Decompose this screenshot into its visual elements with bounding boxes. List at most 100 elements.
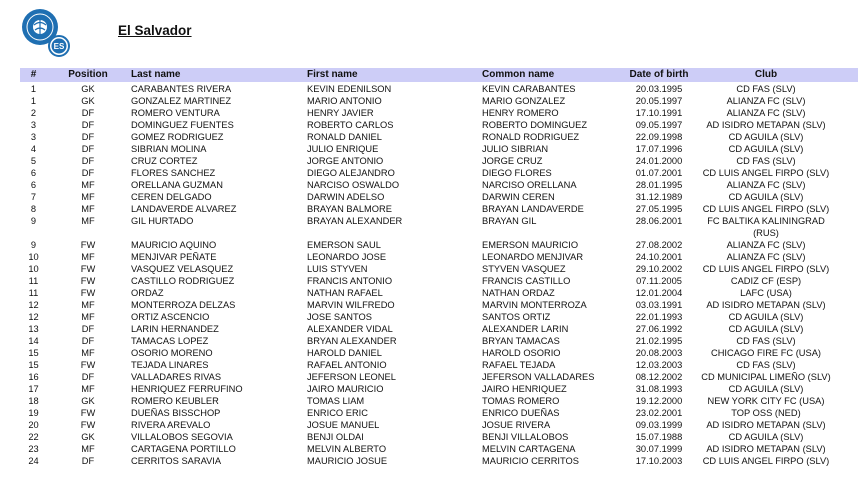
cell-common-name: JOSUE RIVERA [482, 420, 551, 430]
table-row: 3 DF GOMEZ RODRIGUEZ RONALD DANIEL RONALD RO… [20, 131, 834, 143]
cell-position: DF [81, 156, 95, 166]
cell-number: 11 [28, 276, 39, 286]
cell-common-name: ENRICO DUEÑAS [482, 408, 560, 418]
cell-last-name: TEJADA LINARES [131, 360, 209, 370]
cell-last-name: LANDAVERDE ALVAREZ [131, 204, 237, 214]
cell-date-of-birth: 23.02.2001 [635, 408, 683, 418]
cell-date-of-birth: 19.12.2000 [635, 396, 683, 406]
cell-last-name: TAMACAS LOPEZ [131, 336, 209, 346]
cell-last-name: OSORIO MORENO [131, 348, 213, 358]
cell-common-name: HAROLD OSORIO [482, 348, 561, 358]
table-body: 1 GK CARABANTES RIVERA KEVIN EDENILSON KEVIN… [20, 82, 834, 467]
cell-club: CD AGUILA (SLV) [728, 312, 804, 322]
cell-date-of-birth: 01.07.2001 [635, 168, 683, 178]
cell-club: ALIANZA FC (SLV) [726, 108, 806, 118]
cell-number: 14 [28, 336, 39, 346]
cell-number: 9 [30, 240, 37, 250]
cell-club: ALIANZA FC (SLV) [726, 252, 806, 262]
cell-club: CD LUIS ANGEL FIRPO (SLV) [702, 168, 830, 178]
cell-club: CHICAGO FIRE FC (USA) [710, 348, 821, 358]
cell-club: AD ISIDRO METAPAN (SLV) [706, 300, 826, 310]
cell-number: 24 [28, 456, 39, 466]
cell-date-of-birth: 27.08.2002 [635, 240, 683, 250]
table-row: 3 DF DOMINGUEZ FUENTES ROBERTO CARLOS ROBERT… [20, 119, 834, 131]
cell-first-name: JOSUE MANUEL [307, 420, 380, 430]
cell-date-of-birth: 20.08.2003 [635, 348, 683, 358]
cell-first-name: JOSE SANTOS [307, 312, 372, 322]
cell-first-name: MARIO ANTONIO [307, 96, 382, 106]
cell-position: FW [80, 420, 96, 430]
cell-common-name: MELVIN CARTAGENA [482, 444, 576, 454]
cell-number: 18 [28, 396, 39, 406]
cell-club: CD LUIS ANGEL FIRPO (SLV) [702, 204, 830, 214]
cell-club: AD ISIDRO METAPAN (SLV) [706, 420, 826, 430]
table-row: 17 MF HENRIQUEZ FERRUFINO JAIRO MAURICIO JAI… [20, 383, 834, 395]
cell-date-of-birth: 17.07.1996 [635, 144, 683, 154]
table-row: 12 MF MONTERROZA DELZAS MARVIN WILFREDO MARV… [20, 299, 834, 311]
cell-position: GK [81, 432, 95, 442]
cell-position: MF [81, 216, 95, 226]
cell-first-name: KEVIN EDENILSON [307, 84, 392, 94]
cell-date-of-birth: 20.05.1997 [635, 96, 683, 106]
cell-position: DF [81, 120, 95, 130]
cell-date-of-birth: 17.10.2003 [635, 456, 683, 466]
cell-position: MF [81, 300, 95, 310]
cell-position: MF [81, 312, 95, 322]
cell-number: 4 [30, 144, 37, 154]
squad-table: # Position Last name First name Common n… [20, 68, 834, 467]
cell-first-name: ENRICO ERIC [307, 408, 368, 418]
column-header-number: # [30, 69, 37, 80]
cell-position: DF [81, 168, 95, 178]
cell-first-name: JORGE ANTONIO [307, 156, 384, 166]
column-header-club: Club [754, 69, 778, 80]
cell-last-name: RIVERA AREVALO [131, 420, 211, 430]
cell-first-name: RONALD DANIEL [307, 132, 382, 142]
cell-last-name: DOMINGUEZ FUENTES [131, 120, 234, 130]
cell-number: 13 [28, 324, 39, 334]
cell-common-name: STYVEN VASQUEZ [482, 264, 566, 274]
cell-date-of-birth: 29.10.2002 [635, 264, 683, 274]
cell-last-name: MONTERROZA DELZAS [131, 300, 236, 310]
cell-position: MF [81, 384, 95, 394]
cell-last-name: LARIN HERNANDEZ [131, 324, 219, 334]
cell-first-name: FRANCIS ANTONIO [307, 276, 393, 286]
cell-common-name: BRYAN TAMACAS [482, 336, 560, 346]
cell-common-name: SANTOS ORTIZ [482, 312, 551, 322]
cell-common-name: MARIO GONZALEZ [482, 96, 566, 106]
cell-number: 3 [30, 120, 37, 130]
cell-date-of-birth: 09.03.1999 [635, 420, 683, 430]
column-header-first-name: First name [307, 69, 358, 80]
cell-position: GK [81, 96, 95, 106]
cell-position: DF [81, 372, 95, 382]
cell-common-name: DIEGO FLORES [482, 168, 552, 178]
cell-position: FW [80, 264, 96, 274]
cell-common-name: DARWIN CEREN [482, 192, 555, 202]
cell-last-name: MENJIVAR PEÑATE [131, 252, 217, 262]
cell-club: CD AGUILA (SLV) [728, 192, 804, 202]
cell-first-name: HAROLD DANIEL [307, 348, 382, 358]
table-row: 1 GK CARABANTES RIVERA KEVIN EDENILSON KEVIN… [20, 82, 834, 95]
cell-last-name: ROMERO KEUBLER [131, 396, 219, 406]
cell-number: 8 [30, 204, 37, 214]
cell-position: DF [81, 456, 95, 466]
cell-position: MF [81, 444, 95, 454]
cell-club: CD MUNICIPAL LIMEÑO (SLV) [701, 372, 831, 382]
cell-number: 16 [28, 372, 39, 382]
cell-first-name: ROBERTO CARLOS [307, 120, 394, 130]
cell-last-name: CRUZ CORTEZ [131, 156, 198, 166]
cell-first-name: JULIO ENRIQUE [307, 144, 379, 154]
cell-first-name: LEONARDO JOSE [307, 252, 387, 262]
cell-date-of-birth: 31.08.1993 [635, 384, 683, 394]
table-row: 9 MF GIL HURTADO BRAYAN ALEXANDER BRAYAN GIL… [20, 215, 834, 239]
cell-number: 17 [28, 384, 39, 394]
cell-club: LAFC (USA) [740, 288, 792, 298]
table-header-row: # Position Last name First name Common n… [20, 68, 834, 82]
federation-logo: ES [21, 8, 71, 58]
column-header-date-of-birth: Date of birth [629, 69, 689, 80]
cell-common-name: ROBERTO DOMINGUEZ [482, 120, 588, 130]
table-row: 20 FW RIVERA AREVALO JOSUE MANUEL JOSUE RIVE… [20, 419, 834, 431]
cell-position: FW [80, 288, 96, 298]
cell-last-name: CEREN DELGADO [131, 192, 212, 202]
page-title: El Salvador [118, 23, 192, 38]
cell-position: GK [81, 84, 95, 94]
